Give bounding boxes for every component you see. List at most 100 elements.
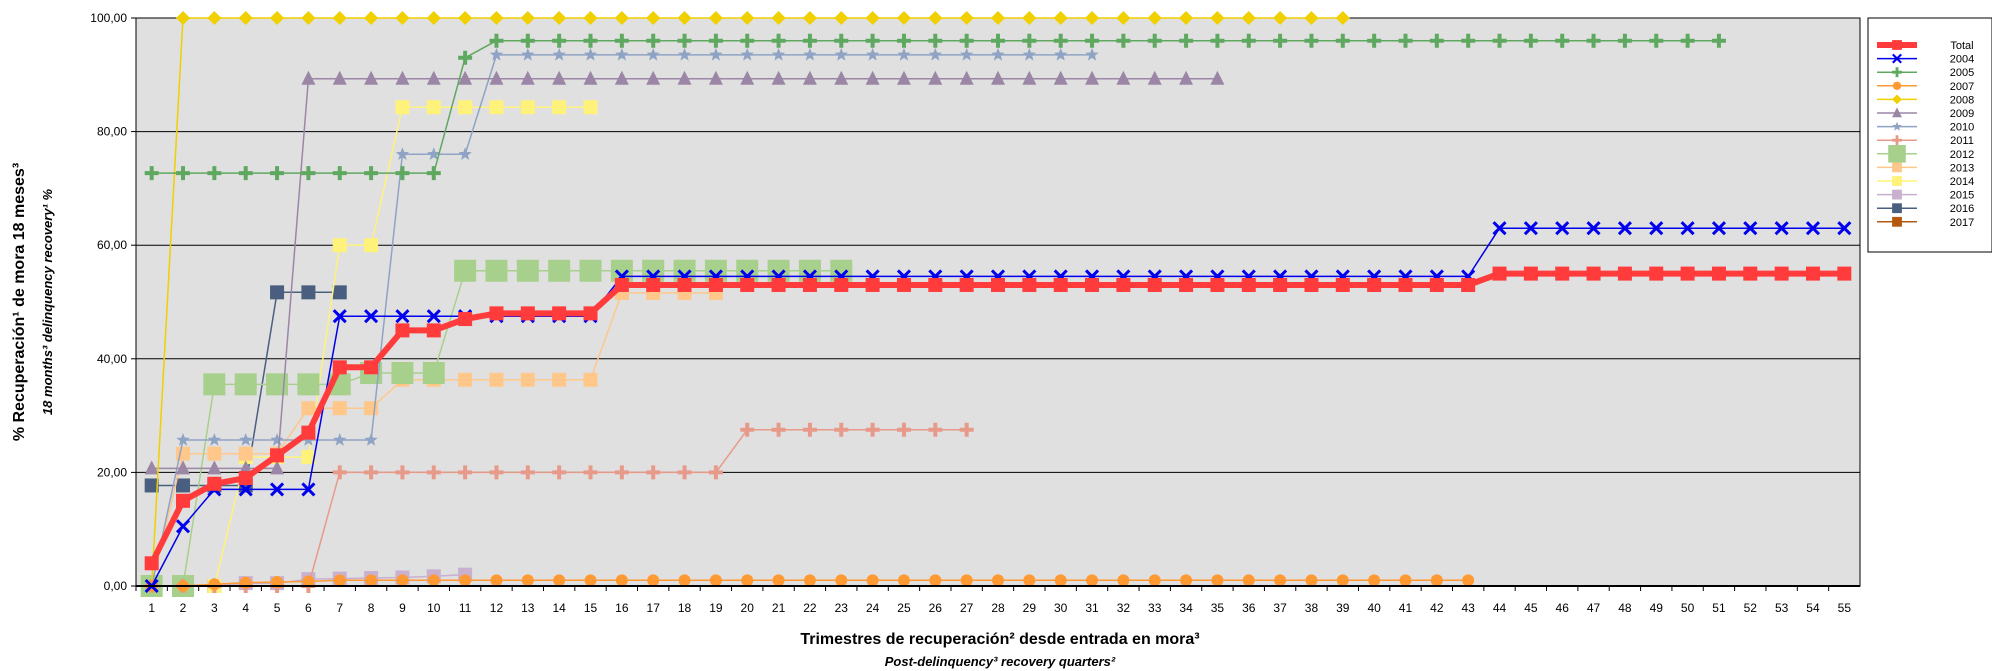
- data-point: [364, 433, 378, 446]
- data-point: [552, 70, 567, 85]
- data-point: [426, 11, 441, 25]
- data-point: [395, 166, 410, 181]
- data-point: [238, 471, 253, 486]
- data-point: [395, 323, 410, 338]
- data-point: [1148, 574, 1161, 587]
- data-point: [646, 277, 661, 292]
- data-point: [301, 70, 316, 85]
- legend-item-2007: 2007: [1877, 81, 1974, 93]
- x-tick-label: 9: [399, 601, 406, 615]
- x-tick-label: 40: [1367, 601, 1381, 615]
- legend-item-2013: 2013: [1877, 162, 1974, 174]
- data-point: [896, 33, 911, 48]
- data-point: [866, 47, 880, 61]
- data-point: [740, 422, 755, 437]
- data-point: [834, 33, 849, 48]
- legend-label: 2010: [1950, 122, 1974, 134]
- data-point: [1617, 33, 1632, 48]
- legend-label: 2012: [1950, 149, 1974, 161]
- data-point: [332, 465, 347, 480]
- data-point: [1022, 70, 1037, 85]
- data-point: [1210, 11, 1225, 25]
- data-point: [1774, 221, 1789, 236]
- data-point: [520, 100, 535, 115]
- x-tick-label: 18: [678, 601, 692, 615]
- data-point: [1241, 33, 1256, 48]
- data-point: [896, 277, 911, 292]
- series-2010: [145, 47, 1099, 592]
- legend-label: 2008: [1950, 94, 1974, 106]
- data-point: [238, 11, 253, 25]
- data-point: [1054, 574, 1067, 587]
- x-tick-label: 13: [521, 601, 535, 615]
- data-point: [1053, 11, 1068, 25]
- data-point: [333, 574, 346, 587]
- data-point: [1711, 221, 1727, 236]
- legend-label: 2011: [1950, 135, 1974, 147]
- data-point: [1888, 145, 1906, 163]
- legend-item-2004: 2004: [1877, 54, 1974, 66]
- data-point: [991, 47, 1005, 61]
- legend-label: 2015: [1950, 190, 1974, 202]
- data-point: [458, 465, 473, 480]
- y-axis-title: % Recuperación¹ de mora 18 meses³: [11, 163, 28, 441]
- data-point: [1180, 574, 1193, 587]
- data-point: [364, 70, 379, 85]
- legend-label: 2016: [1950, 203, 1974, 215]
- data-point: [1085, 47, 1099, 61]
- data-point: [865, 70, 880, 85]
- data-point: [740, 33, 755, 48]
- x-tick-label: 4: [242, 601, 249, 615]
- x-tick-label: 53: [1775, 601, 1789, 615]
- x-tick-label: 5: [274, 601, 281, 615]
- x-tick-label: 15: [584, 601, 598, 615]
- data-point: [646, 11, 661, 25]
- x-tick-label: 11: [459, 601, 472, 615]
- data-point: [365, 574, 378, 587]
- data-point: [1461, 33, 1476, 48]
- data-point: [1179, 33, 1194, 48]
- x-tick-label: 8: [368, 601, 375, 615]
- data-point: [708, 277, 723, 292]
- x-tick-label: 34: [1179, 601, 1193, 615]
- data-point: [270, 166, 285, 181]
- legend-item-2010: 2010: [1877, 122, 1974, 134]
- data-point: [301, 450, 316, 465]
- data-point: [485, 259, 508, 282]
- data-point: [1617, 221, 1632, 236]
- data-point: [709, 574, 722, 587]
- data-point: [520, 306, 535, 321]
- data-point: [802, 422, 817, 437]
- data-point: [771, 47, 786, 61]
- data-point: [992, 574, 1004, 587]
- x-tick-label: 42: [1430, 601, 1444, 615]
- data-point: [615, 47, 629, 61]
- data-point: [1210, 277, 1225, 292]
- data-point: [459, 574, 472, 587]
- data-point: [835, 574, 848, 587]
- data-point: [614, 33, 629, 48]
- data-point: [708, 70, 723, 85]
- data-point: [1211, 574, 1224, 587]
- data-point: [708, 465, 723, 480]
- data-point: [1085, 11, 1100, 25]
- x-tick-label: 36: [1242, 601, 1256, 615]
- data-point: [520, 372, 535, 387]
- data-point: [959, 422, 974, 437]
- data-point: [647, 574, 660, 587]
- data-point: [1085, 277, 1100, 292]
- data-point: [1555, 266, 1570, 281]
- series-Total: [144, 266, 1852, 571]
- data-point: [959, 277, 974, 292]
- data-point: [426, 323, 441, 338]
- data-point: [579, 259, 602, 282]
- data-point: [865, 11, 880, 25]
- data-point: [1116, 277, 1131, 292]
- data-point: [333, 433, 347, 446]
- data-point: [176, 460, 191, 475]
- data-point: [677, 70, 692, 85]
- data-point: [771, 11, 786, 25]
- data-point: [928, 33, 943, 48]
- x-tick-label: 43: [1462, 601, 1476, 615]
